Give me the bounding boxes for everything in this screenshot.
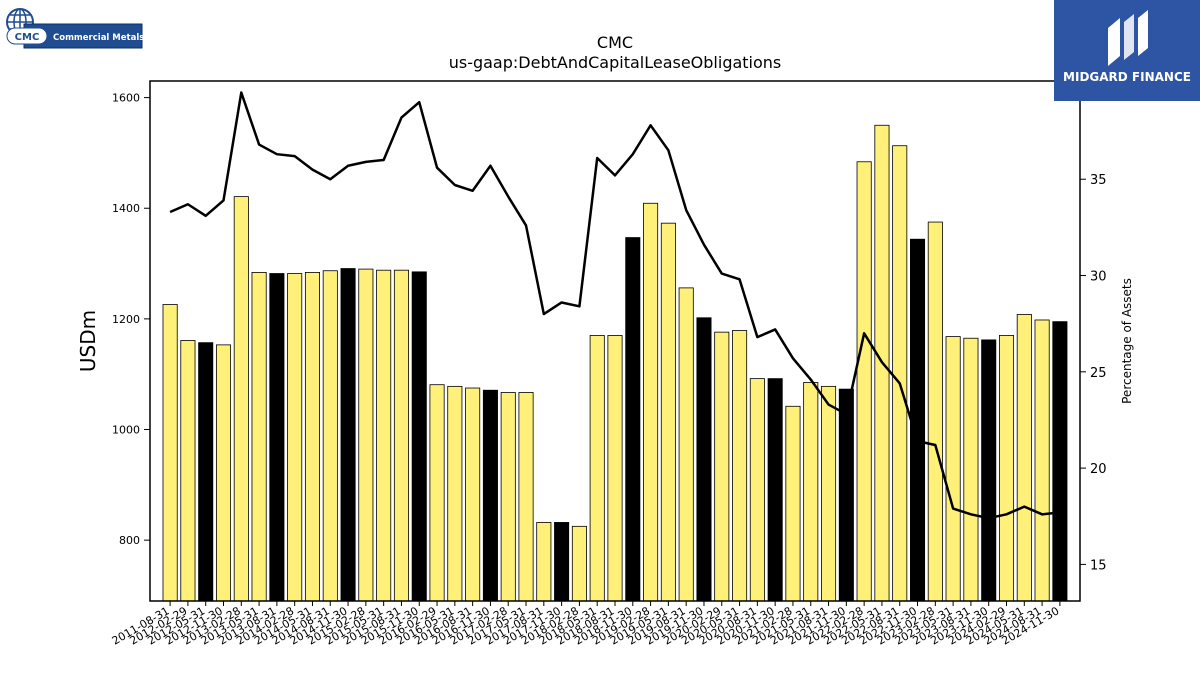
bar: [536, 522, 552, 602]
y-axis-label: USDm: [76, 310, 100, 372]
bar: [1016, 314, 1032, 602]
bar: [554, 522, 570, 602]
bar: [714, 331, 730, 602]
y-tick-label: 1600: [112, 92, 140, 105]
bar: [767, 378, 783, 602]
commercial-metals-logo: CMC Commercial Metals: [4, 6, 144, 52]
bar: [287, 273, 303, 602]
bar: [429, 384, 445, 602]
bar: [465, 387, 481, 602]
y-tick-label: 800: [119, 534, 140, 547]
bar: [482, 389, 498, 602]
bar: [785, 405, 801, 602]
chart-subtitle: us-gaap:DebtAndCapitalLeaseObligations: [449, 53, 782, 72]
bar: [927, 221, 943, 602]
bar: [304, 271, 320, 602]
y2-tick-label: 15: [1090, 558, 1107, 573]
bar: [198, 342, 214, 602]
y-tick-label: 1400: [112, 202, 140, 215]
y2-tick-label: 35: [1090, 173, 1107, 188]
bar: [180, 340, 196, 602]
bar: [376, 269, 392, 602]
bar: [1034, 319, 1050, 602]
bar: [660, 222, 676, 602]
bar: [269, 273, 285, 602]
midgard-logo-mark-icon: MIDGARD FINANCE: [1063, 10, 1191, 84]
logo-badge: CMC: [15, 32, 40, 43]
y-tick-label: 1200: [112, 313, 140, 326]
x-axis: 2011-08-312012-02-292012-05-312012-11-30…: [110, 601, 1061, 648]
bar: [571, 525, 587, 602]
bar: [749, 378, 765, 602]
bar: [963, 337, 979, 602]
bar: [803, 382, 819, 602]
y-axis-left: 800 1000 1200 1400 1600: [112, 92, 150, 547]
series-line: [169, 91, 1061, 520]
bar: [643, 202, 659, 602]
bar: [696, 317, 712, 602]
bar-group: [162, 124, 1068, 602]
bar: [821, 385, 837, 602]
y2-tick-label: 30: [1090, 270, 1107, 285]
bar: [945, 336, 961, 602]
bar: [233, 196, 249, 602]
y2-tick-label: 20: [1090, 462, 1107, 477]
bar: [910, 238, 926, 602]
bar: [856, 161, 872, 602]
bar: [358, 268, 374, 602]
bar: [998, 335, 1015, 602]
y2-tick-label: 25: [1090, 366, 1107, 381]
bar: [732, 330, 748, 602]
bar: [251, 271, 267, 602]
y2-axis-label: Percentage of Assets: [1120, 278, 1134, 404]
bar: [322, 270, 338, 602]
bar: [162, 304, 178, 602]
bar: [1052, 321, 1068, 602]
y-axis-right: 15 20 25 30 35: [1080, 173, 1107, 573]
logo-text: Commercial Metals: [53, 33, 144, 43]
bar: [838, 388, 854, 602]
bar: [981, 339, 997, 602]
bar: [625, 237, 641, 602]
bar: [678, 287, 694, 602]
globe-icon: CMC Commercial Metals: [6, 8, 144, 49]
bar: [607, 335, 623, 602]
bar: [393, 269, 409, 602]
bar: [447, 385, 463, 602]
y-tick-label: 1000: [112, 424, 140, 437]
logo-right-text: MIDGARD FINANCE: [1063, 70, 1191, 84]
bar: [589, 335, 605, 602]
midgard-finance-logo: MIDGARD FINANCE: [1054, 0, 1200, 101]
bar: [518, 392, 534, 602]
bar: [411, 271, 427, 602]
bar: [500, 392, 516, 602]
chart-title: CMC: [597, 33, 633, 52]
bar: [215, 344, 232, 602]
bar: [892, 145, 908, 602]
line-group: [169, 91, 1061, 520]
bar: [340, 268, 356, 602]
